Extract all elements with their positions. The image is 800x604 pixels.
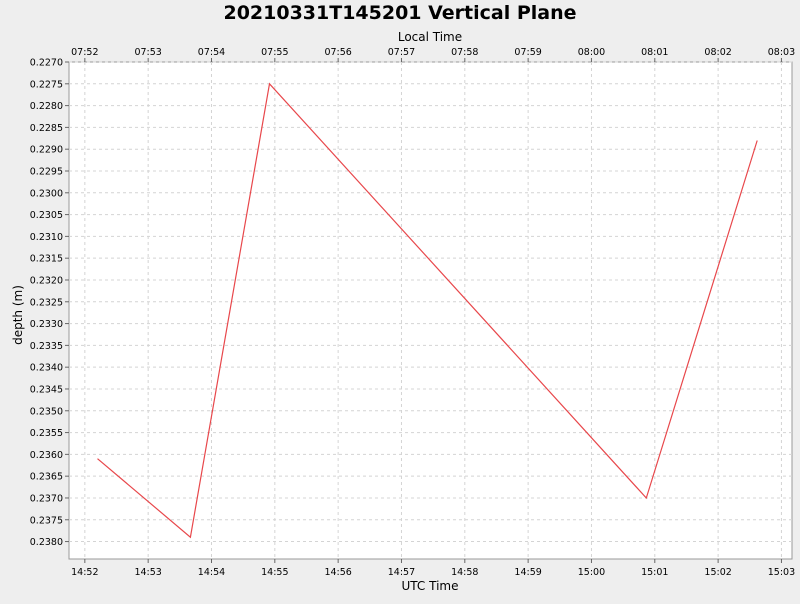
x-top-tick-label: 07:53 [134,47,161,58]
x-axis-top: 07:52 07:53 07:54 07:55 07:56 07:57 07:58 07:59… [71,47,795,62]
x-top-tick-label: 07:55 [261,47,288,58]
x-top-tick-label: 08:02 [704,47,731,58]
series-layer [97,82,758,539]
x-tick-label: 14:59 [514,567,541,578]
x-tick-label: 14:52 [71,567,98,578]
y-tick-label: 0.2370 [30,493,63,504]
y-tick-label: 0.2355 [30,428,63,439]
x-tick-label: 14:56 [324,567,351,578]
x-tick-label: 14:57 [388,567,415,578]
y-tick-label: 0.2380 [30,537,63,548]
x-top-tick-label: 07:54 [198,47,225,58]
y-tick-label: 0.2360 [30,450,63,461]
y-tick-label: 0.2345 [30,384,63,395]
y-tick-label: 0.2365 [30,472,63,483]
plot-area [68,61,793,560]
y-tick-label: 0.2295 [30,166,63,177]
x-tick-label: 14:53 [134,567,161,578]
y-tick-label: 0.2270 [30,58,63,69]
x-top-tick-label: 07:52 [71,47,98,58]
x-top-tick-label: 08:03 [768,47,795,58]
y-tick-label: 0.2285 [30,123,63,134]
y-tick-label: 0.2350 [30,406,63,417]
x-tick-label: 15:01 [641,567,668,578]
grid [69,61,792,559]
y-tick-label: 0.2310 [30,232,63,243]
y-tick-label: 0.2280 [30,101,63,112]
y-tick-label: 0.2320 [30,275,63,286]
y-tick-label: 0.2335 [30,341,63,352]
x-top-tick-label: 07:58 [451,47,478,58]
x-tick-label: 15:03 [768,567,795,578]
x-top-tick-label: 08:01 [641,47,668,58]
x-top-tick-label: 08:00 [578,47,605,58]
y-tick-label: 0.2325 [30,297,63,308]
x-tick-label: 14:58 [451,567,478,578]
x-top-tick-label: 07:56 [324,47,351,58]
y-tick-label: 0.2375 [30,515,63,526]
x-tick-label: 15:00 [578,567,605,578]
y-tick-label: 0.2305 [30,210,63,221]
x-tick-label: 15:02 [704,567,731,578]
chart-title: 20210331T145201 Vertical Plane [223,2,576,24]
y-tick-label: 0.2330 [30,319,63,330]
y-tick-label: 0.2300 [30,188,63,199]
y-tick-label: 0.2275 [30,79,63,90]
x-tick-label: 14:54 [198,567,225,578]
y-tick-label: 0.2340 [30,363,63,374]
series-line [97,82,758,539]
y-tick-label: 0.2290 [30,145,63,156]
top-axis-label: Local Time [398,30,462,44]
y-tick-label: 0.2315 [30,254,63,265]
x-axis-label: UTC Time [402,579,459,593]
x-tick-label: 14:55 [261,567,288,578]
y-axis-label: depth (m) [11,285,25,345]
x-top-tick-label: 07:57 [388,47,415,58]
y-axis: 0.2270 0.2275 0.2280 0.2285 0.2290 0.2295 0.23… [30,58,69,548]
x-axis-bottom: 14:52 14:53 14:54 14:55 14:56 14:57 14:58 14:59… [71,559,795,578]
x-top-tick-label: 07:59 [514,47,541,58]
